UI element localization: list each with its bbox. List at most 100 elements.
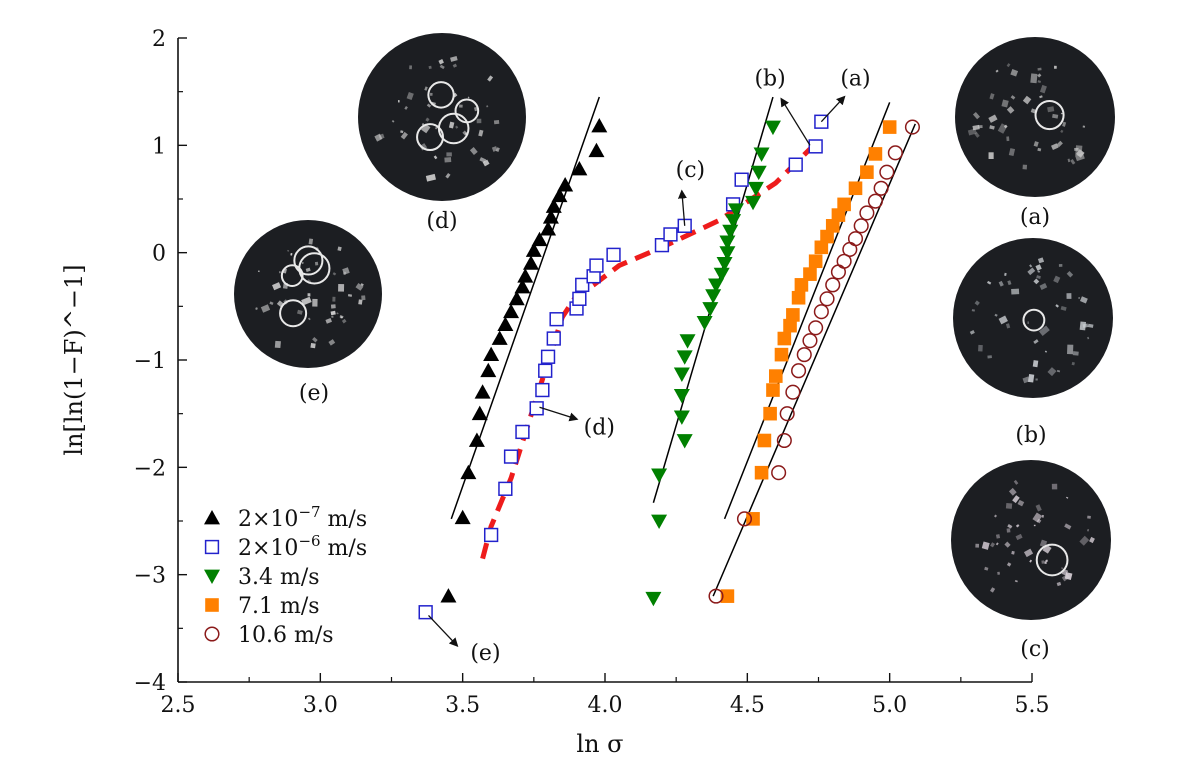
y-axis-label: ln[ln(1−F)^−1] <box>60 264 88 455</box>
crystal-fragment <box>1027 321 1030 324</box>
crystal-fragment <box>1044 350 1048 353</box>
crystal-fragment <box>1079 296 1088 304</box>
crystal-fragment <box>1056 140 1063 148</box>
crystal-fragment <box>1067 344 1074 355</box>
x-tick-label: 5.5 <box>1015 693 1050 718</box>
crystal-fragment <box>438 59 444 65</box>
crystal-fragment <box>1017 499 1025 507</box>
data-point <box>719 246 736 261</box>
crystal-fragment <box>1056 369 1061 373</box>
crystal-fragment <box>998 280 1004 287</box>
annotation-label: (b) <box>754 67 785 92</box>
data-point <box>820 229 834 244</box>
legend-marker <box>204 626 220 642</box>
crystal-fragment <box>1066 496 1069 499</box>
crystal-fragment <box>397 100 400 103</box>
data-point <box>716 257 733 272</box>
data-point <box>606 247 621 262</box>
crystal-fragment <box>998 315 1008 325</box>
crystal-grain <box>437 112 470 145</box>
annotation-label: (d) <box>584 416 615 441</box>
data-point <box>766 383 780 397</box>
crystal-fragment <box>424 86 428 91</box>
data-point <box>468 432 485 447</box>
crystal-fragment <box>1010 69 1019 77</box>
crystal-fragment <box>314 261 319 266</box>
data-point <box>853 218 869 234</box>
crystal-fragment <box>257 270 260 273</box>
data-point <box>514 279 531 294</box>
crystal-fragment <box>1022 376 1031 384</box>
crystal-fragment <box>467 96 470 99</box>
crystal-fragment <box>340 316 343 319</box>
crystal-fragment <box>1005 503 1013 509</box>
crystal-fragment <box>1039 84 1047 94</box>
data-point <box>588 142 605 158</box>
data-point <box>503 303 520 319</box>
crystal-fragment <box>972 111 981 120</box>
photo-label: (a) <box>1020 205 1050 230</box>
x-tick-label: 4.0 <box>588 693 623 718</box>
crystal-grain <box>1035 543 1069 577</box>
crystal-fragment <box>332 272 337 276</box>
data-point <box>571 160 588 176</box>
crystal-fragment <box>984 566 989 571</box>
series-1 <box>418 114 829 620</box>
data-point <box>542 209 559 224</box>
crystal-fragment <box>1062 121 1067 127</box>
crystal-fragment <box>342 271 347 275</box>
fit-line <box>723 102 891 520</box>
data-point <box>788 157 803 172</box>
crystal-fragment <box>330 304 336 309</box>
crystal-fragment <box>404 106 408 110</box>
crystal-grain <box>1022 308 1046 332</box>
crystal-fragment <box>428 65 432 70</box>
series-2 <box>645 120 781 607</box>
data-point <box>791 363 807 379</box>
crystal-fragment <box>1041 514 1044 518</box>
crystal-fragment <box>1013 479 1019 485</box>
crystal-fragment <box>455 125 459 129</box>
crystal-fragment <box>1010 95 1016 100</box>
data-point <box>531 231 548 247</box>
data-point <box>848 181 863 196</box>
crystal-fragment <box>459 104 463 108</box>
data-point <box>771 465 787 481</box>
legend-entry: 3.4 m/s <box>238 565 320 590</box>
annotation-arrow <box>820 95 846 123</box>
crystal-fragment <box>445 173 451 179</box>
data-point <box>774 347 789 362</box>
crystal-fragment <box>995 542 999 546</box>
data-point <box>769 369 783 383</box>
crystal-fragment <box>421 123 431 134</box>
data-point <box>515 424 530 440</box>
crystal-fragment <box>1039 95 1043 99</box>
crystal-fragment <box>1003 124 1008 129</box>
data-point <box>708 278 725 293</box>
data-point <box>725 214 742 229</box>
crystal-fragment <box>1037 147 1042 152</box>
crystal-fragment <box>287 249 290 252</box>
y-tick-label: −4 <box>134 671 166 696</box>
crystal-fragment <box>272 282 282 291</box>
data-point <box>440 588 457 603</box>
crystal-fragment <box>1029 264 1033 268</box>
crystal-fragment <box>307 293 311 297</box>
crystal-fragment <box>331 315 334 318</box>
data-point <box>734 172 749 187</box>
crystal-fragment <box>988 152 994 159</box>
data-point <box>525 242 542 257</box>
crystal-fragment <box>1055 304 1059 308</box>
crystal-fragment <box>1087 528 1090 532</box>
data-point <box>831 208 846 222</box>
crystal-fragment <box>426 103 432 108</box>
crystal-grain <box>427 81 455 109</box>
data-point <box>819 291 835 307</box>
crystal-fragment <box>406 91 414 101</box>
crystal-fragment <box>1008 148 1016 157</box>
crystal-fragment <box>990 587 996 593</box>
crystal-fragment <box>312 298 318 307</box>
crystal-fragment <box>450 56 458 62</box>
crystal-fragment <box>974 300 980 306</box>
data-point <box>538 363 553 378</box>
